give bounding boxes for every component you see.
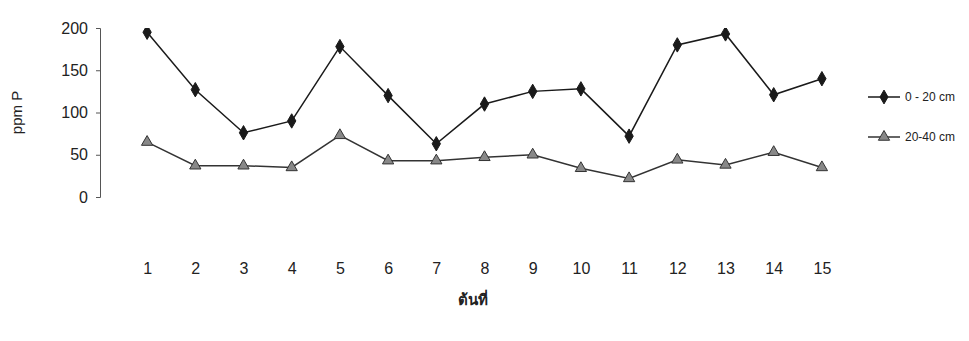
legend: 0 - 20 cm 20-40 cm: [868, 90, 955, 144]
y-tick-mark: [96, 28, 100, 29]
x-tick-label: 5: [336, 260, 345, 277]
marker: [191, 82, 199, 96]
marker: [431, 154, 442, 164]
marker: [190, 159, 201, 169]
x-tick-label: 12: [669, 260, 687, 277]
x-tick-label: 8: [481, 260, 490, 277]
marker: [575, 162, 586, 172]
x-tick-label: 13: [717, 260, 735, 277]
marker: [239, 126, 247, 140]
marker: [818, 71, 826, 85]
chart: 050100150200123456789101112131415ต้นที่p…: [0, 0, 969, 341]
x-tick-label: 10: [573, 260, 591, 277]
marker: [479, 151, 490, 161]
y-tick-mark: [96, 197, 100, 198]
y-axis-title: ppm P: [8, 91, 25, 134]
x-tick-label: 9: [529, 260, 538, 277]
series-line: [147, 32, 822, 144]
marker: [577, 82, 585, 96]
y-tick-mark: [96, 155, 100, 156]
marker: [623, 172, 634, 182]
y-axis-line: [96, 29, 101, 198]
marker: [816, 161, 827, 171]
x-tick-label: 15: [814, 260, 832, 277]
plot-area: [141, 28, 827, 182]
marker: [141, 136, 152, 146]
y-tick-label: 0: [79, 189, 88, 206]
x-tick: 15: [814, 260, 832, 277]
y-tick: 0: [79, 189, 100, 206]
marker: [336, 39, 344, 53]
x-tick: 8: [481, 260, 490, 277]
y-tick-mark: [96, 113, 100, 114]
series-line: [147, 135, 822, 178]
marker: [672, 153, 683, 163]
x-axis-title: ต้นที่: [458, 289, 488, 309]
legend-label: 20-40 cm: [905, 130, 955, 144]
y-tick-label: 150: [61, 62, 88, 79]
marker: [238, 159, 249, 169]
x-axis: 123456789101112131415: [143, 260, 831, 277]
x-tick: 2: [191, 260, 200, 277]
x-tick-label: 6: [384, 260, 393, 277]
y-tick-label: 100: [61, 104, 88, 121]
legend-marker: [880, 90, 888, 104]
marker: [673, 38, 681, 52]
legend-label: 0 - 20 cm: [905, 90, 955, 104]
x-tick: 10: [573, 260, 591, 277]
y-tick: 50: [70, 146, 100, 163]
y-tick-label: 200: [61, 20, 88, 37]
y-tick-label: 50: [70, 146, 88, 163]
y-tick-mark: [96, 70, 100, 71]
x-tick: 11: [621, 260, 638, 277]
x-tick: 14: [765, 260, 783, 277]
x-tick-label: 2: [191, 260, 200, 277]
marker: [384, 88, 392, 102]
x-tick: 13: [717, 260, 735, 277]
x-tick-label: 4: [288, 260, 297, 277]
marker: [382, 154, 393, 164]
marker: [288, 114, 296, 128]
x-tick-label: 11: [621, 260, 638, 277]
marker: [143, 28, 151, 39]
marker: [527, 148, 538, 158]
marker: [432, 137, 440, 151]
legend-entry: 20-40 cm: [868, 130, 955, 144]
marker: [720, 158, 731, 168]
x-tick: 4: [288, 260, 297, 277]
marker: [721, 28, 729, 41]
x-tick: 6: [384, 260, 393, 277]
marker: [770, 88, 778, 102]
x-tick-label: 1: [143, 260, 152, 277]
x-tick: 12: [669, 260, 687, 277]
marker: [768, 146, 779, 156]
legend-entry: 0 - 20 cm: [868, 90, 955, 104]
x-tick: 5: [336, 260, 345, 277]
x-tick-label: 7: [432, 260, 441, 277]
marker: [480, 97, 488, 111]
y-tick: 100: [61, 104, 100, 121]
marker: [625, 129, 633, 143]
marker: [334, 129, 345, 139]
x-tick: 7: [432, 260, 441, 277]
x-tick: 9: [529, 260, 538, 277]
y-axis: 0 50 100 150 200: [61, 20, 100, 206]
y-tick: 150: [61, 62, 100, 79]
marker: [286, 161, 297, 171]
marker: [529, 84, 537, 98]
y-tick: 200: [61, 20, 100, 37]
x-tick: 1: [143, 260, 152, 277]
x-tick-label: 14: [765, 260, 783, 277]
legend-marker: [878, 130, 889, 140]
x-tick: 3: [240, 260, 249, 277]
x-tick-label: 3: [240, 260, 249, 277]
